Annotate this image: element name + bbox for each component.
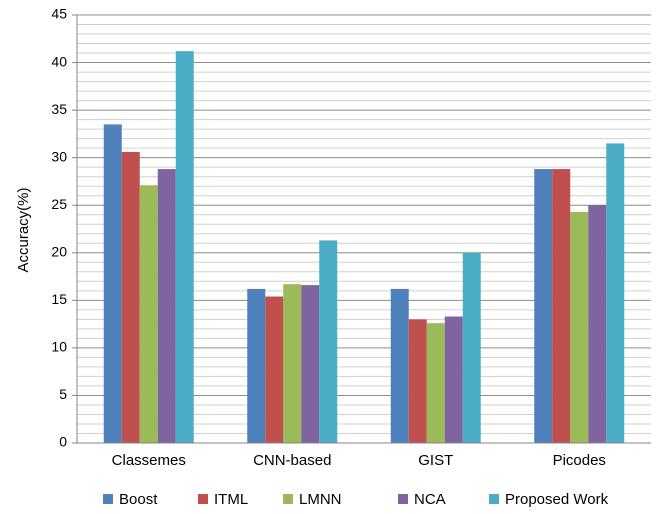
bar-proposed-work bbox=[175, 51, 194, 444]
y-tick-label: 45 bbox=[51, 6, 67, 22]
bar-nca bbox=[588, 205, 607, 443]
legend: Boost ITML LMNN NCA Proposed Work bbox=[103, 491, 609, 508]
y-tick-label: 15 bbox=[51, 291, 67, 307]
bar-itml bbox=[121, 151, 140, 443]
x-category-label: GIST bbox=[418, 452, 453, 469]
x-category-label: CNN-based bbox=[253, 452, 331, 469]
bar-proposed-work bbox=[606, 143, 625, 443]
y-tick-labels: 0 5 10 15 20 25 30 35 40 45 bbox=[51, 6, 67, 450]
bar-nca bbox=[444, 316, 463, 443]
y-tick-label: 10 bbox=[51, 339, 67, 355]
bar-nca bbox=[157, 169, 176, 443]
y-tick-label: 30 bbox=[51, 148, 67, 164]
bar-proposed-work bbox=[319, 240, 338, 443]
legend-label: NCA bbox=[414, 491, 446, 508]
bar-lmnn bbox=[283, 284, 302, 443]
bar-boost bbox=[390, 288, 409, 443]
bar-boost bbox=[534, 169, 553, 443]
bar-itml bbox=[408, 319, 427, 443]
bars bbox=[103, 51, 625, 444]
y-tick-label: 5 bbox=[59, 386, 67, 402]
legend-swatch bbox=[103, 494, 113, 504]
bar-proposed-work bbox=[462, 252, 481, 443]
legend-label: Boost bbox=[119, 491, 158, 508]
legend-swatch bbox=[398, 494, 408, 504]
y-tick-label: 40 bbox=[51, 53, 67, 69]
x-category-label: Picodes bbox=[553, 452, 606, 469]
bar-lmnn bbox=[139, 185, 158, 443]
x-category-label: Classemes bbox=[112, 452, 186, 469]
legend-label: LMNN bbox=[299, 491, 342, 508]
legend-swatch bbox=[489, 494, 499, 504]
bar-nca bbox=[301, 285, 320, 443]
legend-swatch bbox=[283, 494, 293, 504]
y-axis-label: Accuracy(%) bbox=[15, 187, 32, 272]
bar-boost bbox=[103, 124, 122, 443]
bar-itml bbox=[552, 169, 571, 443]
y-tick-label: 20 bbox=[51, 243, 67, 259]
bar-boost bbox=[247, 288, 266, 443]
bar-lmnn bbox=[570, 211, 589, 443]
x-category-labels: Classemes CNN-based GIST Picodes bbox=[112, 452, 606, 469]
y-tick-label: 25 bbox=[51, 196, 67, 212]
legend-label: Proposed Work bbox=[505, 491, 609, 508]
legend-swatch bbox=[198, 494, 208, 504]
y-tick-label: 35 bbox=[51, 101, 67, 117]
bar-itml bbox=[265, 296, 284, 443]
bar-lmnn bbox=[426, 323, 445, 443]
axes bbox=[72, 14, 651, 444]
legend-label: ITML bbox=[214, 491, 248, 508]
y-tick-label: 0 bbox=[59, 434, 67, 450]
